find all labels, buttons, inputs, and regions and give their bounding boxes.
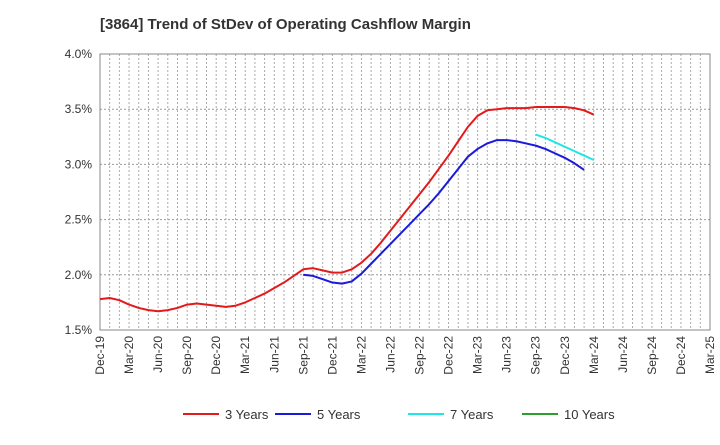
x-tick-label: Dec-24 xyxy=(674,336,688,375)
legend-label: 3 Years xyxy=(225,407,269,422)
x-tick-label: Mar-21 xyxy=(238,336,252,374)
x-tick-label: Jun-21 xyxy=(267,336,281,373)
x-tick-label: Sep-20 xyxy=(180,336,194,375)
x-tick-label: Dec-19 xyxy=(93,336,107,375)
x-tick-label: Mar-23 xyxy=(471,336,485,374)
x-tick-label: Mar-22 xyxy=(354,336,368,374)
series-lines xyxy=(99,105,595,313)
plot-area-frame xyxy=(99,53,711,331)
legend-label: 5 Years xyxy=(317,407,361,422)
x-tick-label: Mar-20 xyxy=(122,336,136,374)
x-tick-label: Sep-22 xyxy=(413,336,427,375)
y-tick-label: 3.0% xyxy=(65,157,93,171)
y-tick-label: 2.5% xyxy=(65,213,93,227)
x-tick-label: Dec-20 xyxy=(209,336,223,375)
x-tick-label: Mar-25 xyxy=(703,336,717,374)
x-tick-label: Jun-22 xyxy=(383,336,397,373)
x-tick-label: Dec-21 xyxy=(325,336,339,375)
x-tick-label: Dec-23 xyxy=(558,336,572,375)
x-tick-label: Dec-22 xyxy=(442,336,456,375)
y-tick-label: 2.0% xyxy=(65,268,93,282)
x-tick-label: Jun-24 xyxy=(616,336,630,373)
x-tick-label: Jun-23 xyxy=(500,336,514,373)
legend-label: 10 Years xyxy=(564,407,615,422)
x-tick-label: Sep-24 xyxy=(645,336,659,375)
x-tick-label: Sep-21 xyxy=(296,336,310,375)
x-tick-label: Jun-20 xyxy=(151,336,165,373)
series-line-7-years xyxy=(535,133,595,161)
series-line-5-years xyxy=(303,139,585,285)
grid-lines xyxy=(100,54,710,330)
legend: 3 Years 5 Years 7 Years 10 Years xyxy=(183,407,615,422)
series-line-3-years xyxy=(99,105,595,313)
y-tick-label: 4.0% xyxy=(65,47,93,61)
legend-label: 7 Years xyxy=(450,407,494,422)
y-axis-tick-labels: 1.5% 2.0% 2.5% 3.0% 3.5% 4.0% xyxy=(65,47,93,337)
y-tick-label: 1.5% xyxy=(65,323,93,337)
x-tick-label: Sep-23 xyxy=(529,336,543,375)
x-axis-tick-labels: Dec-19 Mar-20 Jun-20 Sep-20 Dec-20 Mar-21 Jun-… xyxy=(93,336,717,375)
x-tick-label: Mar-24 xyxy=(587,336,601,374)
chart-title: [3864] Trend of StDev of Operating Cashf… xyxy=(100,16,471,33)
y-tick-label: 3.5% xyxy=(65,102,93,116)
